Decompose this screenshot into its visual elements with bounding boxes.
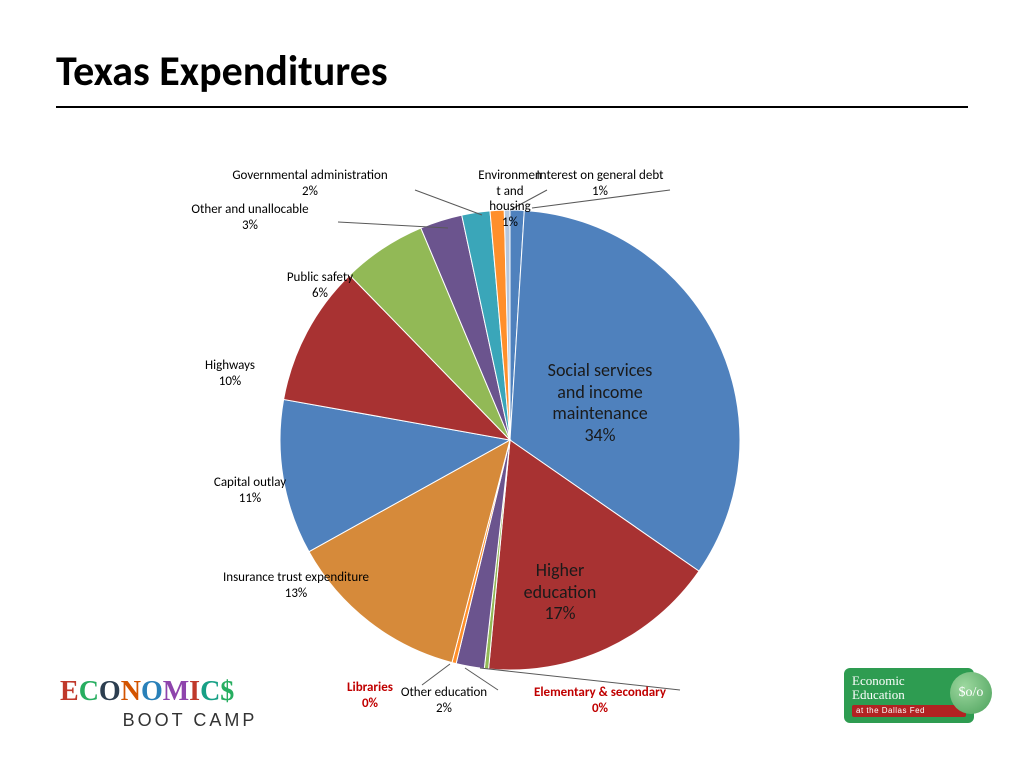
economics-boot-camp-logo: ECONOMIC$ BOOT CAMP (60, 678, 320, 738)
logo-letter: O (99, 678, 121, 706)
logo-letter: O (141, 678, 163, 706)
apple-icon: $o/o (950, 672, 992, 714)
leader-line-gov_admin (415, 190, 482, 215)
slide-title: Texas Expenditures (56, 46, 388, 97)
pie-chart: Social servicesand incomemaintenance34%H… (0, 130, 1024, 700)
leader-line-elem_sec (480, 668, 680, 690)
bootcamp-text: BOOT CAMP (60, 710, 320, 731)
logo-right-line1: Economic (852, 674, 966, 688)
logo-letter: M (163, 678, 189, 706)
title-underline (56, 106, 968, 108)
logo-right-line2: Education (852, 688, 966, 702)
logo-letter: N (121, 678, 141, 706)
logo-letter: C (79, 678, 99, 706)
logo-letter: E (60, 678, 79, 706)
logo-letter: C (200, 678, 220, 706)
economic-education-logo: Economic Education at the Dallas Fed $o/… (844, 668, 984, 738)
leader-line-interest (532, 190, 670, 208)
logo-right-sub: at the Dallas Fed (852, 705, 966, 718)
logo-letter: I (189, 678, 200, 706)
leader-line-other_ed (465, 668, 498, 690)
pie-svg (0, 130, 1024, 730)
leader-line-libraries (422, 664, 450, 685)
logo-letter: $ (220, 678, 234, 706)
